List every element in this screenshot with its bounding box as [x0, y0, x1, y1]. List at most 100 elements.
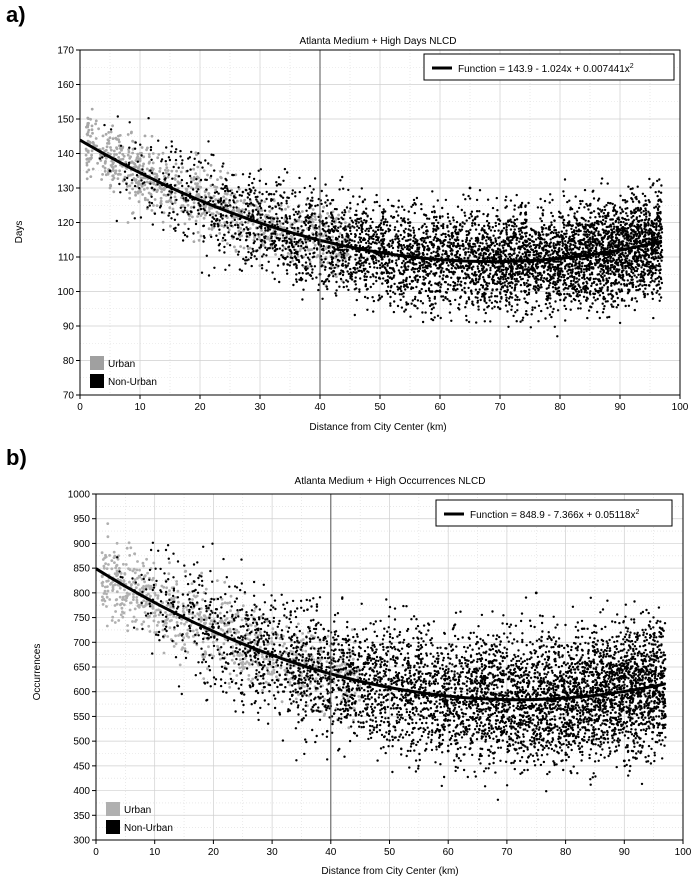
data-point	[390, 271, 393, 275]
data-point	[380, 219, 383, 222]
data-point	[233, 216, 237, 220]
data-point	[301, 264, 304, 267]
data-point	[201, 212, 204, 216]
data-point	[433, 215, 436, 219]
data-point	[513, 273, 517, 277]
data-point	[515, 320, 518, 323]
data-point	[196, 215, 200, 218]
data-point	[464, 240, 468, 244]
data-point	[482, 254, 485, 257]
data-point	[571, 231, 574, 234]
data-point	[126, 184, 129, 188]
data-point	[134, 190, 137, 194]
data-point	[159, 196, 163, 200]
data-point	[339, 248, 343, 252]
data-point	[331, 260, 334, 263]
data-point	[582, 275, 585, 279]
data-point	[590, 273, 594, 276]
data-point	[556, 290, 559, 293]
data-point	[516, 271, 519, 274]
data-point	[186, 203, 190, 207]
data-point	[651, 271, 654, 275]
data-point	[518, 240, 521, 243]
data-point	[460, 280, 463, 283]
data-point	[461, 239, 464, 243]
data-point	[416, 248, 419, 251]
data-point	[568, 248, 571, 251]
data-point	[160, 160, 163, 163]
data-point	[388, 245, 391, 249]
data-point	[450, 276, 453, 279]
data-point	[483, 231, 487, 234]
data-point	[594, 289, 598, 293]
data-point	[214, 198, 218, 202]
data-point	[464, 291, 467, 295]
data-point	[380, 262, 383, 265]
data-point	[103, 169, 107, 173]
data-point	[621, 258, 624, 261]
data-point	[308, 239, 312, 242]
data-point	[331, 198, 335, 202]
data-point	[641, 284, 644, 287]
data-point	[159, 199, 163, 203]
data-point	[465, 314, 468, 318]
data-point	[195, 190, 199, 193]
data-point	[210, 206, 214, 210]
data-point	[515, 242, 518, 245]
data-point	[174, 158, 178, 162]
data-point	[636, 209, 640, 212]
data-point	[476, 299, 480, 302]
data-point	[358, 195, 361, 198]
data-point	[250, 253, 253, 257]
data-point	[487, 236, 490, 239]
data-point	[267, 193, 271, 196]
data-point	[365, 232, 368, 236]
data-point	[194, 172, 198, 176]
data-point	[331, 256, 334, 260]
data-point	[448, 238, 452, 241]
data-point	[545, 241, 549, 245]
data-point	[575, 222, 578, 225]
data-point	[418, 275, 422, 279]
data-point	[640, 270, 643, 273]
data-point	[143, 181, 146, 184]
data-point	[372, 237, 375, 241]
data-point	[165, 171, 168, 175]
data-point	[521, 252, 524, 256]
data-point	[235, 221, 239, 225]
data-point	[282, 226, 286, 230]
data-point	[364, 221, 367, 224]
data-point	[415, 263, 418, 266]
data-point	[372, 260, 375, 264]
data-point	[587, 230, 591, 234]
data-point	[505, 228, 508, 231]
data-point	[395, 264, 399, 267]
data-point	[484, 262, 487, 265]
data-point	[364, 284, 367, 288]
data-point	[321, 252, 325, 256]
data-point	[478, 232, 481, 236]
data-point	[528, 263, 531, 266]
data-point	[273, 245, 276, 249]
data-point	[86, 157, 90, 161]
data-point	[344, 221, 347, 225]
data-point	[229, 214, 233, 217]
data-point	[338, 232, 342, 235]
data-point	[291, 226, 294, 230]
data-point	[306, 197, 309, 200]
data-point	[571, 284, 574, 287]
data-point	[498, 244, 501, 247]
data-point	[369, 255, 373, 258]
data-point	[232, 235, 235, 239]
data-point	[532, 285, 536, 288]
data-point	[594, 299, 597, 302]
data-point	[192, 232, 195, 235]
data-point	[542, 246, 545, 249]
data-point	[121, 145, 125, 149]
data-point	[393, 300, 396, 303]
data-point	[148, 160, 152, 164]
data-point	[531, 308, 534, 312]
data-point	[223, 251, 226, 254]
data-point	[509, 199, 513, 202]
data-point	[244, 256, 248, 259]
